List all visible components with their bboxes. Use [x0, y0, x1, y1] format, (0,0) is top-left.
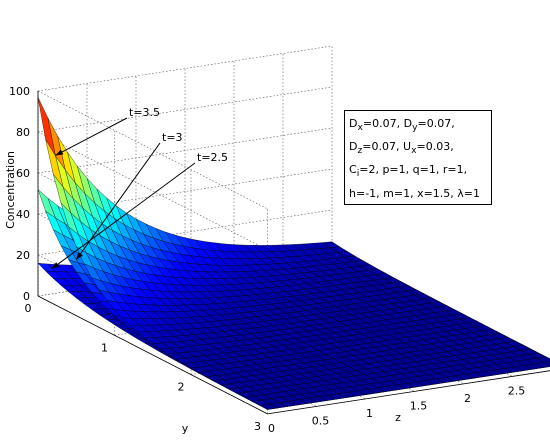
annotation-label: t=3 — [162, 131, 183, 144]
concentration-tick-label: 20 — [16, 249, 30, 262]
gridline-side-h — [37, 131, 268, 251]
concentration-tick-label: 60 — [16, 167, 30, 180]
legend-line-1: Dx=0.07, Dy=0.07, — [349, 117, 455, 134]
z-tick-label: 2.5 — [508, 384, 526, 397]
surface-t-3-5 — [37, 97, 550, 410]
surface-cell — [259, 403, 278, 410]
annotation-arrowhead — [55, 149, 64, 156]
legend-line-3: Ci=2, p=1, q=1, r=1, — [349, 163, 468, 180]
z-tick-label: 2 — [464, 392, 471, 405]
gridline-back-h — [37, 45, 333, 92]
annotation-arrowhead — [76, 252, 83, 260]
y-tick-label: 2 — [178, 381, 185, 394]
y-tick-label: 3 — [254, 420, 261, 433]
annotations: t=3.5t=3 t=2.5 — [51, 106, 228, 270]
gridline-side-h — [37, 90, 268, 210]
annotation-arrow — [55, 117, 128, 156]
gridline-back-h — [37, 86, 333, 133]
z-axis-label: Concentration — [4, 151, 17, 229]
z-tick-label: 1.5 — [410, 399, 428, 412]
legend-line-2: Dz=0.07, Ux=0.03, — [349, 140, 454, 157]
legend-line-4: h=-1, m=1, x=1.5, λ=1 — [349, 186, 481, 200]
y-tick-label: 0 — [25, 302, 32, 315]
annotation-arrowhead — [51, 262, 60, 269]
axis-z — [267, 370, 550, 415]
z-tick-label: 1 — [366, 407, 373, 420]
concentration-tick-label: 0 — [23, 290, 30, 303]
parameter-legend: Dx=0.07, Dy=0.07, Dz=0.07, Ux=0.03, Ci=2… — [344, 110, 492, 205]
surface-cell — [37, 97, 56, 156]
concentration-tick-label: 80 — [16, 126, 30, 139]
annotation-label: t=3.5 — [129, 106, 160, 119]
axis-y — [37, 295, 268, 415]
annotation-arrow — [51, 162, 196, 270]
surface-layer — [37, 97, 550, 410]
y-axis-label: y — [182, 422, 189, 435]
concentration-tick-label: 100 — [9, 85, 30, 98]
concentration-tick-label: 40 — [16, 208, 30, 221]
z-tick-label: 0 — [268, 422, 275, 435]
z-tick-label: 0.5 — [312, 414, 330, 427]
x-axis-label: z — [395, 411, 401, 424]
annotation-label: t=2.5 — [197, 151, 228, 164]
y-tick-label: 1 — [101, 341, 108, 354]
